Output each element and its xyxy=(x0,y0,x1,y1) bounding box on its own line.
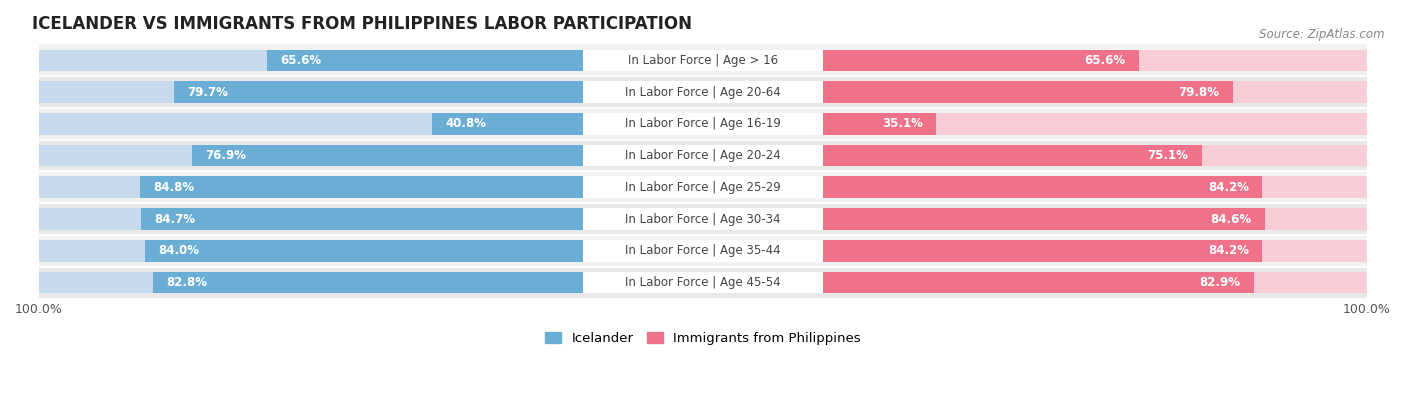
Bar xyxy=(39,145,703,166)
Text: In Labor Force | Age 25-29: In Labor Force | Age 25-29 xyxy=(626,181,780,194)
Bar xyxy=(39,171,1367,203)
Bar xyxy=(39,240,703,261)
Text: 79.7%: 79.7% xyxy=(187,86,228,99)
Bar xyxy=(703,113,1367,135)
Bar xyxy=(703,81,1233,103)
Bar xyxy=(703,177,1367,198)
Bar xyxy=(583,145,823,166)
Bar xyxy=(583,81,823,103)
Bar xyxy=(703,49,1367,71)
Text: 82.9%: 82.9% xyxy=(1199,276,1240,289)
Bar xyxy=(193,145,703,166)
Bar xyxy=(703,272,1254,293)
Text: 65.6%: 65.6% xyxy=(1084,54,1125,67)
Text: 84.2%: 84.2% xyxy=(1208,181,1249,194)
Bar xyxy=(703,208,1367,230)
Legend: Icelander, Immigrants from Philippines: Icelander, Immigrants from Philippines xyxy=(540,326,866,350)
Bar xyxy=(583,208,823,230)
Bar xyxy=(703,145,1202,166)
Bar xyxy=(583,272,823,293)
Bar xyxy=(39,272,703,293)
Text: 65.6%: 65.6% xyxy=(281,54,322,67)
Text: 84.8%: 84.8% xyxy=(153,181,194,194)
Text: 84.2%: 84.2% xyxy=(1208,244,1249,257)
Bar xyxy=(174,81,703,103)
Bar xyxy=(267,49,703,71)
Bar xyxy=(703,113,936,135)
Bar xyxy=(39,81,703,103)
Bar xyxy=(39,113,703,135)
Bar xyxy=(39,108,1367,140)
Bar xyxy=(703,272,1367,293)
Text: 76.9%: 76.9% xyxy=(205,149,246,162)
Bar xyxy=(703,49,1139,71)
Bar xyxy=(39,203,1367,235)
Bar xyxy=(39,76,1367,108)
Text: In Labor Force | Age 16-19: In Labor Force | Age 16-19 xyxy=(626,117,780,130)
Bar xyxy=(39,208,703,230)
Bar xyxy=(39,140,1367,171)
Bar xyxy=(39,45,1367,76)
Bar xyxy=(703,177,1263,198)
Text: In Labor Force | Age 35-44: In Labor Force | Age 35-44 xyxy=(626,244,780,257)
Bar xyxy=(703,240,1263,261)
Text: In Labor Force | Age 30-34: In Labor Force | Age 30-34 xyxy=(626,213,780,226)
Text: 79.8%: 79.8% xyxy=(1178,86,1219,99)
Bar xyxy=(583,177,823,198)
Bar xyxy=(703,208,1265,230)
Text: ICELANDER VS IMMIGRANTS FROM PHILIPPINES LABOR PARTICIPATION: ICELANDER VS IMMIGRANTS FROM PHILIPPINES… xyxy=(32,15,692,33)
Bar xyxy=(39,177,703,198)
Bar xyxy=(432,113,703,135)
Bar xyxy=(39,49,703,71)
Bar xyxy=(39,267,1367,298)
Text: 75.1%: 75.1% xyxy=(1147,149,1188,162)
Bar xyxy=(703,81,1367,103)
Text: In Labor Force | Age 20-24: In Labor Force | Age 20-24 xyxy=(626,149,780,162)
Text: 84.7%: 84.7% xyxy=(153,213,195,226)
Bar xyxy=(141,208,703,230)
Text: In Labor Force | Age 45-54: In Labor Force | Age 45-54 xyxy=(626,276,780,289)
Text: In Labor Force | Age > 16: In Labor Force | Age > 16 xyxy=(628,54,778,67)
Bar xyxy=(583,49,823,71)
Bar xyxy=(145,240,703,261)
Text: 82.8%: 82.8% xyxy=(166,276,208,289)
Text: Source: ZipAtlas.com: Source: ZipAtlas.com xyxy=(1260,28,1385,41)
Text: In Labor Force | Age 20-64: In Labor Force | Age 20-64 xyxy=(626,86,780,99)
Text: 84.0%: 84.0% xyxy=(159,244,200,257)
Bar xyxy=(153,272,703,293)
Text: 35.1%: 35.1% xyxy=(882,117,922,130)
Bar xyxy=(139,177,703,198)
Text: 84.6%: 84.6% xyxy=(1211,213,1251,226)
Bar xyxy=(39,235,1367,267)
Bar xyxy=(583,113,823,135)
Bar xyxy=(583,240,823,261)
Bar xyxy=(703,240,1367,261)
Bar xyxy=(703,145,1367,166)
Text: 40.8%: 40.8% xyxy=(446,117,486,130)
